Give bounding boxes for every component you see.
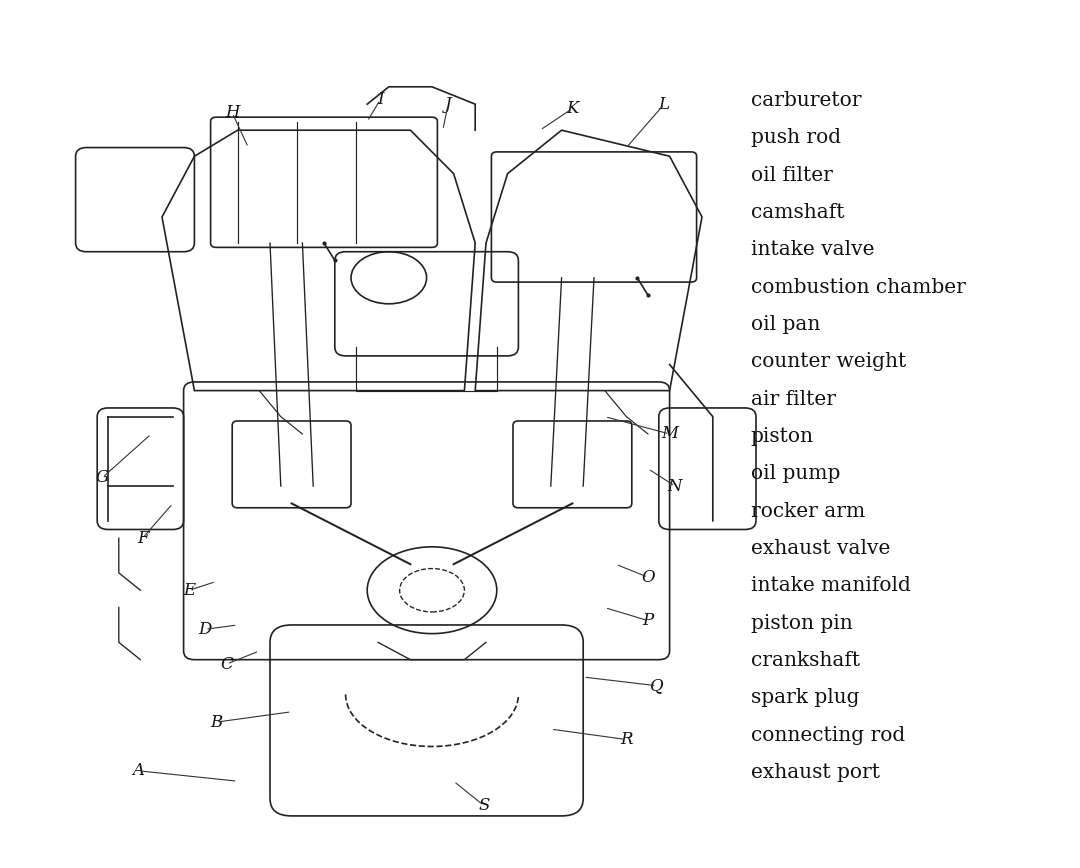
Text: crankshaft: crankshaft [751, 651, 860, 670]
Text: connecting rod: connecting rod [751, 726, 905, 745]
Text: B: B [210, 713, 222, 731]
Text: D: D [199, 621, 212, 638]
Text: H: H [225, 104, 240, 122]
Text: exhaust port: exhaust port [751, 763, 879, 782]
Text: oil filter: oil filter [751, 166, 833, 185]
Text: rocker arm: rocker arm [751, 502, 865, 521]
Text: piston pin: piston pin [751, 614, 852, 633]
Text: O: O [642, 569, 654, 586]
Text: L: L [659, 95, 670, 113]
Text: J: J [445, 95, 451, 113]
Text: oil pan: oil pan [751, 315, 820, 334]
Text: K: K [566, 100, 579, 117]
Text: C: C [220, 655, 233, 673]
Text: push rod: push rod [751, 128, 840, 148]
Text: camshaft: camshaft [751, 203, 845, 222]
Text: combustion chamber: combustion chamber [751, 278, 966, 297]
Text: exhaust valve: exhaust valve [751, 539, 890, 558]
Text: carburetor: carburetor [751, 91, 861, 110]
Text: oil pump: oil pump [751, 464, 840, 483]
Text: I: I [377, 91, 383, 108]
Text: F: F [137, 529, 148, 547]
Text: air filter: air filter [751, 390, 836, 409]
Text: intake manifold: intake manifold [751, 576, 910, 595]
Text: spark plug: spark plug [751, 688, 859, 707]
Text: M: M [661, 425, 678, 443]
Text: R: R [620, 731, 633, 748]
Text: counter weight: counter weight [751, 352, 906, 372]
Text: N: N [667, 477, 683, 495]
Text: Q: Q [650, 677, 663, 694]
Text: S: S [478, 797, 489, 814]
Text: intake valve: intake valve [751, 240, 874, 260]
Text: G: G [96, 469, 109, 486]
Text: A: A [132, 762, 145, 779]
Text: P: P [643, 612, 653, 629]
Text: E: E [183, 582, 195, 599]
Text: piston: piston [751, 427, 813, 446]
